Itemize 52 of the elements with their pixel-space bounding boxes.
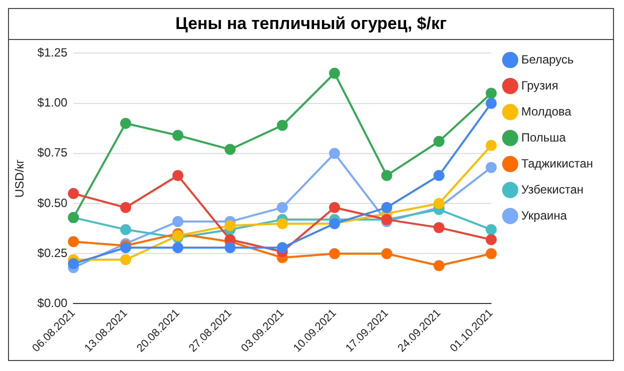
point [276, 218, 288, 230]
point [172, 130, 184, 141]
point [329, 68, 340, 79]
point [172, 216, 184, 228]
point [329, 248, 340, 260]
point [329, 202, 340, 214]
point [381, 170, 392, 181]
point [68, 258, 79, 270]
legend-label: Узбекистан [521, 182, 584, 196]
point [486, 162, 497, 173]
legend-label: Молдова [521, 104, 572, 118]
chart-title: Цены на тепличный огурец, $/кг [9, 9, 613, 40]
legend-label: Украина [521, 208, 568, 222]
point [486, 234, 497, 246]
point [224, 242, 236, 254]
point [276, 202, 288, 214]
legend-label: Таджикистан [521, 156, 593, 170]
point [120, 202, 132, 214]
point [486, 88, 497, 99]
point [486, 140, 497, 151]
legend-label: Польша [521, 130, 566, 144]
y-tick-label: $0.75 [37, 146, 68, 160]
point [68, 236, 79, 248]
point [276, 242, 288, 254]
point [433, 198, 444, 210]
point [433, 170, 444, 181]
point [433, 222, 444, 234]
point [433, 136, 444, 147]
point [120, 254, 132, 266]
y-tick-label: $0.00 [37, 296, 68, 310]
point [486, 224, 497, 236]
y-axis-title: USD/кг [12, 158, 27, 198]
legend-label: Грузия [521, 78, 558, 92]
point [329, 148, 340, 159]
point [68, 188, 79, 199]
y-tick-label: $1.25 [37, 46, 68, 60]
y-tick-label: $1.00 [37, 96, 68, 110]
point [486, 248, 497, 260]
point [224, 220, 236, 232]
point [120, 224, 132, 236]
point [486, 98, 497, 109]
point [172, 170, 184, 181]
point [381, 202, 392, 214]
y-tick-label: $0.50 [37, 196, 68, 210]
point [224, 144, 236, 155]
point [381, 248, 392, 260]
point [120, 118, 132, 129]
y-tick-label: $0.25 [37, 246, 68, 260]
point [172, 242, 184, 254]
legend-label: Беларусь [521, 52, 574, 66]
point [276, 120, 288, 131]
point [433, 260, 444, 272]
